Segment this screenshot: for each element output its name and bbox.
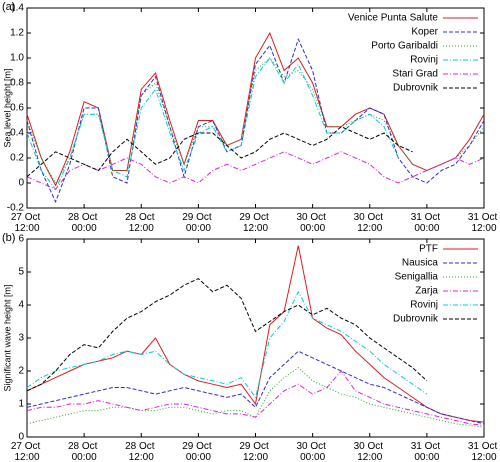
x-tick-label: 28 Oct 12:00 bbox=[125, 212, 157, 234]
x-tick-label: 30 Oct 12:00 bbox=[354, 212, 386, 234]
x-tick-label: 30 Oct 00:00 bbox=[297, 212, 329, 234]
panel-label: (b) bbox=[2, 232, 15, 244]
y-tick-label: 1.4 bbox=[10, 3, 24, 14]
x-tick-label: 28 Oct 12:00 bbox=[125, 441, 157, 462]
y-tick-label: 1.2 bbox=[10, 28, 24, 39]
series-line bbox=[26, 367, 485, 428]
y-tick-label: 4 bbox=[18, 300, 24, 311]
y-tick-label: 3 bbox=[18, 333, 24, 344]
y-axis-label: Significant wave height [m] bbox=[2, 284, 12, 391]
legend-label: Stari Grad bbox=[392, 69, 438, 80]
legend-label: Dubrovnik bbox=[393, 314, 439, 325]
x-tick-label: 29 Oct 12:00 bbox=[239, 441, 271, 462]
x-tick-label: 31 Oct 00:00 bbox=[411, 212, 443, 234]
legend-label: Koper bbox=[411, 27, 438, 38]
x-tick-label: 27 Oct 12:00 bbox=[11, 212, 43, 234]
x-tick-label: 29 Oct 00:00 bbox=[182, 441, 214, 462]
legend-label: Porto Garibaldi bbox=[371, 41, 438, 52]
legend-label: Venice Punta Salute bbox=[348, 13, 439, 24]
series-line bbox=[26, 350, 485, 425]
y-axis-label: Sea level height [m] bbox=[2, 68, 12, 147]
x-tick-label: 29 Oct 00:00 bbox=[182, 212, 214, 234]
series-line bbox=[26, 37, 485, 204]
series-line bbox=[26, 290, 428, 399]
plot-frame bbox=[26, 238, 485, 438]
x-tick-label: 28 Oct 00:00 bbox=[68, 441, 100, 462]
y-tick-label: 0 bbox=[18, 178, 24, 189]
legend-label: Senigallia bbox=[395, 272, 439, 283]
series-line bbox=[26, 278, 428, 392]
y-tick-label: 0 bbox=[18, 432, 24, 443]
legend-label: PTF bbox=[419, 244, 438, 255]
x-tick-label: 30 Oct 12:00 bbox=[354, 441, 386, 462]
legend-label: Nausica bbox=[402, 258, 439, 269]
legend-label: Zarja bbox=[415, 286, 438, 297]
y-tick-label: 0.4 bbox=[10, 128, 24, 139]
legend-label: Rovinj bbox=[410, 300, 438, 311]
x-tick-label: 31 Oct 12:00 bbox=[468, 212, 500, 234]
series-line bbox=[26, 31, 485, 187]
series-line bbox=[26, 57, 399, 191]
series-line bbox=[26, 126, 413, 178]
y-tick-label: 1 bbox=[18, 399, 24, 410]
plot-frame bbox=[26, 7, 485, 209]
x-tick-label: 28 Oct 00:00 bbox=[68, 212, 100, 234]
legend-label: Dubrovnik bbox=[393, 83, 439, 94]
x-tick-label: 29 Oct 12:00 bbox=[239, 212, 271, 234]
y-tick-label: 0.6 bbox=[10, 103, 24, 114]
x-tick-label: 31 Oct 00:00 bbox=[411, 441, 443, 462]
y-tick-label: 2 bbox=[18, 366, 24, 377]
y-tick-label: 6 bbox=[18, 234, 24, 245]
y-tick-label: 1.0 bbox=[10, 53, 24, 64]
x-tick-label: 31 Oct 12:00 bbox=[468, 441, 500, 462]
series-line bbox=[26, 151, 485, 190]
series-line bbox=[26, 370, 485, 426]
y-tick-label: 0.8 bbox=[10, 78, 24, 89]
y-tick-label: 0.2 bbox=[10, 153, 24, 164]
panel-label: (a) bbox=[2, 1, 15, 13]
series-line bbox=[26, 245, 485, 423]
legend-label: Rovinj bbox=[410, 55, 438, 66]
y-tick-label: 5 bbox=[18, 267, 24, 278]
x-tick-label: 27 Oct 12:00 bbox=[11, 441, 43, 462]
x-tick-label: 30 Oct 00:00 bbox=[297, 441, 329, 462]
y-tick-label: -0.2 bbox=[7, 203, 25, 214]
